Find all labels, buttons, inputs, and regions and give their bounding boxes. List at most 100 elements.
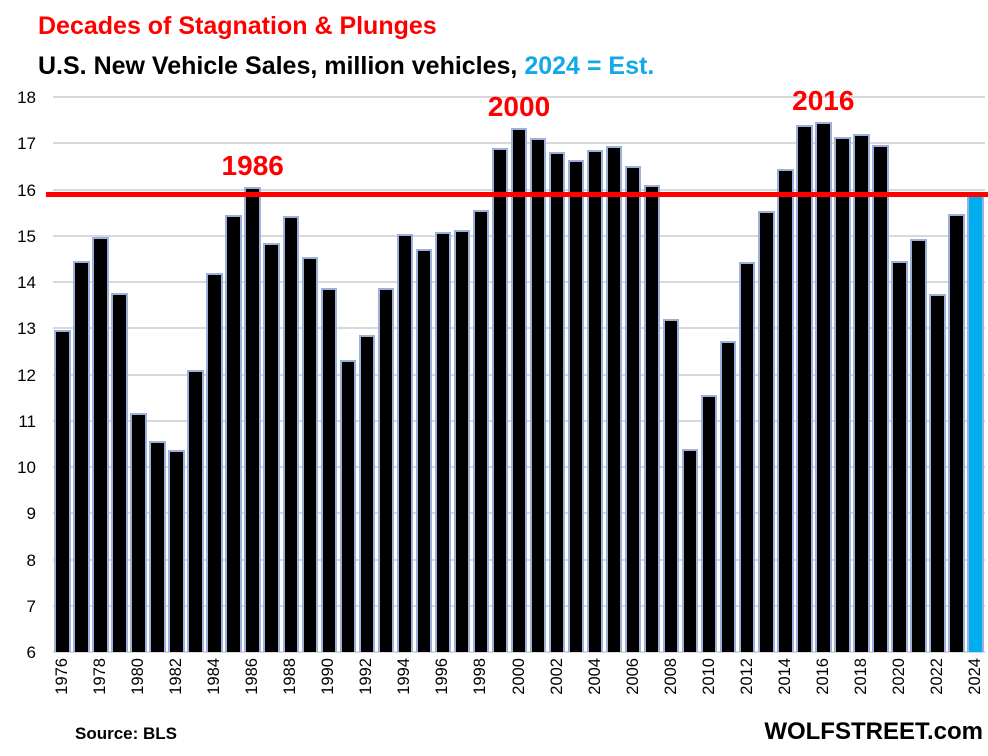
bar-2000 xyxy=(510,127,528,652)
bar-1992 xyxy=(358,334,376,652)
bar-2019 xyxy=(872,144,889,652)
x-tick-label-1988: 1988 xyxy=(281,658,300,695)
x-tick-label-2022: 2022 xyxy=(927,658,946,695)
y-tick-label-10: 10 xyxy=(17,458,36,477)
bar-2007 xyxy=(643,185,661,652)
bar-2020 xyxy=(891,260,908,652)
bar-1977 xyxy=(73,261,90,652)
x-tick-label-1990: 1990 xyxy=(319,658,338,695)
x-tick-label-2008: 2008 xyxy=(661,658,680,695)
bar-2010 xyxy=(700,395,718,652)
y-tick-label-12: 12 xyxy=(17,365,36,385)
bar-2016 xyxy=(815,121,832,652)
x-tick-label-2006: 2006 xyxy=(623,658,642,695)
chart-title: Decades of Stagnation & Plunges xyxy=(38,12,437,40)
x-tick-label-1982: 1982 xyxy=(167,658,186,695)
x-tick-label-2000: 2000 xyxy=(509,658,528,695)
bar-2014 xyxy=(777,168,794,652)
y-tick-label-6: 6 xyxy=(26,643,36,662)
x-tick-label-1978: 1978 xyxy=(91,658,110,695)
bar-1996 xyxy=(434,231,452,652)
bar-1989 xyxy=(301,257,319,652)
x-tick-label-2004: 2004 xyxy=(585,658,604,695)
bar-1982 xyxy=(168,450,185,652)
bar-1988 xyxy=(282,215,299,652)
x-tick-label-2016: 2016 xyxy=(813,658,832,695)
bar-1983 xyxy=(187,370,204,652)
bar-1976 xyxy=(54,330,71,652)
bar-2013 xyxy=(758,211,775,652)
bar-2003 xyxy=(567,159,585,652)
x-tick-label-1976: 1976 xyxy=(53,658,71,695)
x-tick-label-2024: 2024 xyxy=(965,658,984,695)
bar-2024 xyxy=(967,194,984,652)
bar-2022 xyxy=(929,294,946,652)
y-tick-label-18: 18 xyxy=(17,88,36,107)
chart-subtitle: U.S. New Vehicle Sales, million vehicles… xyxy=(38,52,654,81)
bar-2005 xyxy=(605,145,623,652)
bar-2015 xyxy=(796,124,813,652)
bar-2017 xyxy=(834,136,851,652)
x-tick-label-1986: 1986 xyxy=(243,658,262,695)
bar-1994 xyxy=(396,234,414,652)
bar-1981 xyxy=(149,440,166,652)
bar-1986 xyxy=(244,187,261,652)
bar-2004 xyxy=(586,149,604,652)
bar-2021 xyxy=(910,238,927,652)
y-tick-label-14: 14 xyxy=(17,273,36,292)
gridline-6 xyxy=(53,651,985,653)
bar-1991 xyxy=(339,360,357,652)
chart-subtitle-estimate: 2024 = Est. xyxy=(524,52,655,80)
annotation-1986: 1986 xyxy=(221,150,284,182)
bar-1984 xyxy=(206,272,223,652)
annotation-2000: 2000 xyxy=(487,90,551,122)
x-tick-label-2002: 2002 xyxy=(547,658,566,695)
x-tick-label-1994: 1994 xyxy=(395,658,414,695)
x-tick-label-1992: 1992 xyxy=(357,658,376,695)
bar-2008 xyxy=(662,319,680,652)
x-tick-label-1996: 1996 xyxy=(433,658,452,695)
y-tick-label-11: 11 xyxy=(18,411,36,431)
y-tick-label-13: 13 xyxy=(17,319,36,339)
bar-2023 xyxy=(948,214,965,652)
reference-line xyxy=(46,191,988,197)
annotation-2016: 2016 xyxy=(792,84,855,116)
bar-2012 xyxy=(738,262,756,652)
x-tick-label-1980: 1980 xyxy=(129,658,148,695)
brand-watermark: WOLFSTREET.com xyxy=(764,718,983,745)
x-tick-label-2014: 2014 xyxy=(775,658,794,695)
bar-1980 xyxy=(130,413,147,652)
y-tick-label-8: 8 xyxy=(26,550,36,570)
bar-2001 xyxy=(529,137,547,652)
y-tick-label-7: 7 xyxy=(26,596,36,616)
bar-1978 xyxy=(92,237,109,652)
bar-2009 xyxy=(681,448,699,652)
bar-1987 xyxy=(263,242,280,652)
bar-1985 xyxy=(225,215,242,652)
x-tick-label-1998: 1998 xyxy=(471,658,490,695)
x-tick-label-2012: 2012 xyxy=(737,658,756,695)
source-note: Source: BLS xyxy=(75,724,178,743)
gridline-18 xyxy=(53,96,985,98)
chart-subtitle-plain: U.S. New Vehicle Sales, million vehicles… xyxy=(38,52,525,80)
bar-1995 xyxy=(415,248,433,652)
bar-1993 xyxy=(377,287,395,652)
x-tick-label-2018: 2018 xyxy=(851,658,870,695)
bar-1990 xyxy=(320,288,338,652)
bar-2011 xyxy=(719,340,737,652)
bar-2018 xyxy=(853,133,870,652)
bar-1997 xyxy=(453,230,471,652)
bar-1979 xyxy=(111,292,128,652)
bar-2006 xyxy=(624,166,642,652)
bar-1998 xyxy=(472,210,490,652)
y-tick-label-17: 17 xyxy=(17,134,36,154)
y-tick-label-9: 9 xyxy=(26,504,36,524)
x-tick-label-2020: 2020 xyxy=(889,658,908,695)
bar-1999 xyxy=(491,148,509,652)
x-tick-label-1984: 1984 xyxy=(205,658,224,695)
y-tick-label-15: 15 xyxy=(17,226,36,246)
x-tick-label-2010: 2010 xyxy=(699,658,718,695)
y-tick-label-16: 16 xyxy=(17,180,36,200)
